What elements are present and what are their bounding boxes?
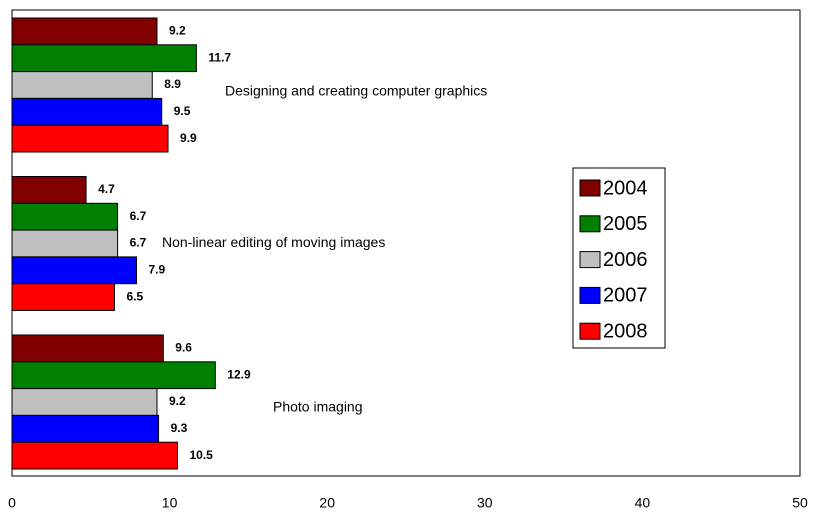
- legend-swatch: [579, 251, 601, 269]
- value-label: 10.5: [189, 448, 213, 462]
- legend-label: 2005: [603, 213, 648, 235]
- bar: [11, 414, 160, 443]
- legend-label: 2004: [603, 177, 648, 199]
- bar: [11, 283, 115, 312]
- legend-swatch: [579, 179, 601, 197]
- legend-label: 2007: [603, 285, 648, 307]
- x-tick-label: 20: [319, 495, 335, 511]
- bar: [11, 334, 164, 363]
- value-label: 11.7: [208, 50, 231, 64]
- bar: [11, 202, 119, 231]
- legend-label: 2008: [603, 320, 648, 342]
- bar: [11, 97, 163, 126]
- legend-label: 2006: [603, 249, 648, 271]
- value-label: 6.7: [130, 236, 147, 250]
- value-label: 7.9: [149, 262, 166, 276]
- value-label: 8.9: [164, 77, 181, 91]
- bar: [11, 71, 153, 99]
- value-label: 9.2: [169, 24, 186, 38]
- x-tick-label: 30: [477, 495, 493, 511]
- value-label: 9.2: [169, 394, 186, 408]
- category-label: Non-linear editing of moving images: [162, 234, 385, 250]
- bar: [11, 124, 169, 153]
- category-label: Photo imaging: [273, 399, 363, 415]
- value-label: 9.6: [175, 341, 192, 355]
- bar: [11, 361, 216, 390]
- value-label: 12.9: [227, 367, 251, 381]
- bar: [11, 176, 87, 204]
- bar: [11, 256, 138, 285]
- value-label: 6.5: [126, 289, 143, 303]
- value-label: 6.7: [130, 209, 147, 223]
- value-label: 9.3: [171, 421, 188, 435]
- x-tick-label: 50: [792, 495, 808, 511]
- bar: [11, 44, 197, 73]
- x-tick-label: 40: [635, 495, 651, 511]
- value-label: 9.9: [180, 131, 197, 145]
- bar: [11, 388, 158, 416]
- x-tick-label: 10: [162, 495, 178, 511]
- legend-swatch: [579, 286, 601, 304]
- value-label: 4.7: [98, 182, 115, 196]
- bar: [11, 229, 119, 258]
- legend-swatch: [579, 322, 601, 340]
- value-label: 9.5: [174, 104, 191, 118]
- legend-swatch: [579, 215, 601, 233]
- bar: [11, 441, 178, 470]
- x-tick-label: 0: [8, 495, 16, 511]
- bar: [11, 17, 158, 46]
- category-label: Designing and creating computer graphics: [225, 83, 487, 99]
